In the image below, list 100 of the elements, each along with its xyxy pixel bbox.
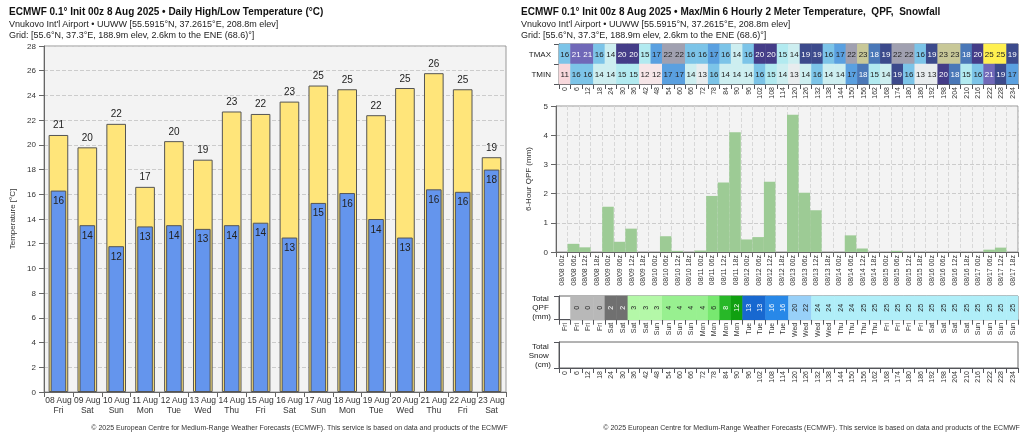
x-tick-label: 14 Aug Thu: [218, 395, 246, 415]
data-label: 16: [904, 69, 914, 79]
data-label: 17: [652, 49, 662, 59]
data-label: 16: [594, 49, 605, 59]
data-label: 13: [139, 230, 152, 242]
y-tick-label: 22: [27, 115, 37, 125]
data-label: 14: [835, 69, 846, 79]
data-label: 14: [824, 69, 834, 79]
data-label: 16: [755, 69, 765, 79]
data-label: 23: [938, 49, 949, 59]
data-label: 25: [312, 70, 325, 82]
data-label: 14: [686, 69, 696, 79]
data-label: 21: [583, 49, 593, 59]
data-label: 17: [835, 49, 846, 59]
data-label: 16: [720, 49, 731, 59]
y-tick-label: 10: [27, 263, 37, 273]
data-label: 14: [789, 49, 800, 59]
data-label: 20: [938, 69, 949, 79]
y-tick-label: 14: [27, 214, 37, 224]
data-label: 18: [486, 174, 498, 186]
data-label: 19: [197, 144, 209, 156]
x-tick-label: 22 Aug Fri: [449, 395, 477, 415]
data-label: 17: [709, 49, 719, 59]
data-label: 16: [916, 49, 926, 59]
x-tick-label: 13 Aug Wed: [189, 395, 217, 415]
data-label: 22: [110, 108, 123, 120]
x-tick-label: 08 Aug Fri: [45, 395, 72, 415]
data-label: 14: [778, 69, 788, 79]
y-tick-label: 26: [27, 66, 37, 76]
data-label: 16: [973, 69, 983, 79]
data-label: 13: [697, 69, 708, 79]
x-tick-label: 10 Aug Sun: [102, 395, 130, 415]
y-tick-label: 28: [27, 41, 37, 51]
data-label: 20: [81, 131, 94, 143]
data-label: 13: [916, 69, 926, 79]
data-label: 16: [428, 193, 440, 205]
data-label: 22: [675, 49, 685, 59]
data-label: 19: [486, 141, 498, 153]
data-label: 18: [870, 49, 880, 59]
data-label: 14: [81, 229, 94, 241]
data-label: 21: [52, 119, 65, 131]
data-label: 22: [370, 99, 383, 111]
data-label: 23: [858, 49, 869, 59]
data-label: 17: [1007, 69, 1018, 79]
data-label: 22: [847, 49, 857, 59]
data-label: 13: [789, 69, 800, 79]
data-label: 26: [428, 57, 440, 69]
data-label: 21: [571, 49, 582, 59]
y-axis-title: Temperature [°C]: [7, 188, 17, 250]
data-label: 14: [732, 69, 742, 79]
x-tick-label: 17 Aug Sun: [305, 395, 332, 415]
x-tick-label: 11 Aug Mon: [132, 395, 159, 415]
data-label: 16: [341, 197, 354, 209]
data-label: 14: [606, 69, 616, 79]
y-tick-label: TMAX: [528, 49, 552, 59]
data-label: 14: [720, 69, 731, 79]
data-label: 13: [283, 242, 296, 254]
x-tick-label: 18 Aug Mon: [333, 395, 361, 415]
data-label: 19: [1007, 49, 1018, 59]
data-label: 15: [640, 49, 651, 59]
data-label: 19: [893, 69, 903, 79]
data-label: 16: [583, 69, 593, 79]
data-label: 15: [766, 69, 777, 79]
x-tick-label: 19 Aug Tue: [362, 395, 390, 415]
data-label: 14: [881, 69, 892, 79]
chart-subtitle: Vnukovo Int'l Airport • UUWW [55.5915°N, 37.2615°E, 208.8m elev] Grid: [55.6°N, 37.3°E, 188.9m elev, 2.6km to the ENE (68.6)°]: [9, 18, 279, 40]
data-label: 15: [870, 69, 880, 79]
data-label: 12: [652, 69, 662, 79]
data-label: 15: [961, 69, 972, 79]
data-label: 20: [168, 125, 180, 137]
chart-title: ECMWF 0.1° Init 00z 8 Aug 2025 • Daily High/Low Temperature (°C): [9, 5, 324, 17]
data-label: 15: [778, 49, 788, 59]
data-label: 17: [139, 171, 152, 183]
data-label: 14: [801, 69, 811, 79]
data-label: 16: [812, 69, 823, 79]
y-tick-label: 0: [31, 387, 37, 397]
x-tick-label: 20 Aug Wed: [391, 395, 419, 415]
data-label: 16: [686, 49, 696, 59]
data-label: 18: [950, 69, 960, 79]
data-label: 14: [168, 229, 180, 241]
data-label: 16: [709, 69, 719, 79]
data-label: 16: [52, 195, 65, 207]
y-tick-label: 16: [27, 189, 37, 199]
data-label: 18: [961, 49, 972, 59]
data-label: 15: [629, 69, 639, 79]
data-label: 25: [996, 49, 1006, 59]
y-tick-label: 2: [31, 362, 37, 372]
data-label: 23: [950, 49, 960, 59]
data-label: 16: [743, 49, 754, 59]
y-tick-label: 8: [31, 288, 37, 298]
y-tick-label: 5: [543, 101, 549, 111]
data-label: 17: [847, 69, 857, 79]
data-label: 25: [341, 73, 354, 85]
data-label: 19: [801, 49, 811, 59]
y-tick-label: 4: [31, 338, 37, 348]
data-label: 22: [255, 98, 267, 110]
data-label: 13: [399, 242, 411, 254]
y-tick-label: 2: [543, 189, 549, 199]
data-label: 20: [766, 49, 777, 59]
data-label: 23: [283, 86, 296, 98]
